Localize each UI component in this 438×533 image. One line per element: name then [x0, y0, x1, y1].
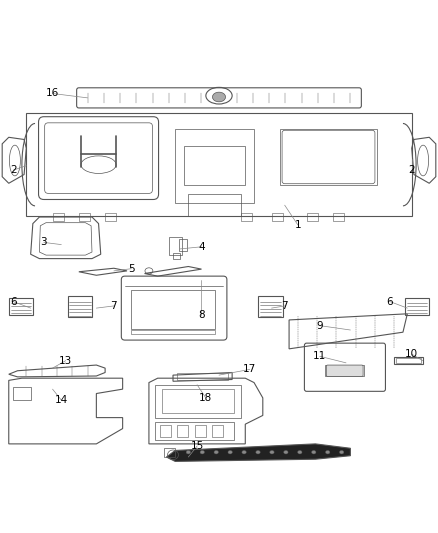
- Bar: [188, 194, 241, 216]
- Bar: [325, 365, 364, 376]
- Polygon shape: [166, 444, 350, 462]
- Ellipse shape: [212, 92, 226, 102]
- Bar: [155, 422, 234, 440]
- Text: 18: 18: [199, 393, 212, 403]
- Text: 1: 1: [294, 220, 301, 230]
- Bar: [173, 253, 180, 259]
- Text: 4: 4: [198, 242, 205, 252]
- Bar: [13, 387, 31, 400]
- Text: 8: 8: [198, 310, 205, 320]
- Bar: [241, 213, 252, 221]
- Ellipse shape: [186, 450, 191, 454]
- Ellipse shape: [256, 450, 260, 454]
- Ellipse shape: [339, 450, 344, 454]
- Text: 3: 3: [40, 237, 47, 247]
- Text: 2: 2: [408, 165, 415, 175]
- Bar: [164, 448, 175, 457]
- Bar: [405, 298, 429, 314]
- Text: 9: 9: [316, 321, 323, 330]
- Bar: [160, 425, 171, 437]
- Bar: [169, 237, 182, 255]
- Text: 5: 5: [128, 264, 135, 273]
- Ellipse shape: [214, 450, 219, 454]
- Bar: [195, 425, 206, 437]
- Bar: [307, 213, 318, 221]
- Text: 2: 2: [10, 165, 17, 175]
- Bar: [177, 425, 188, 437]
- Bar: [131, 330, 215, 334]
- Text: 6: 6: [10, 296, 17, 306]
- Bar: [9, 298, 33, 314]
- Text: 11: 11: [313, 351, 326, 361]
- Bar: [68, 296, 92, 317]
- Text: 6: 6: [386, 296, 393, 306]
- Text: 14: 14: [55, 395, 68, 405]
- Bar: [175, 128, 254, 203]
- Text: 17: 17: [243, 365, 256, 374]
- Bar: [26, 113, 412, 216]
- Bar: [258, 296, 283, 317]
- FancyBboxPatch shape: [326, 365, 363, 376]
- Ellipse shape: [270, 450, 274, 454]
- Bar: [280, 128, 377, 185]
- Bar: [394, 357, 423, 364]
- Ellipse shape: [311, 450, 316, 454]
- Bar: [131, 290, 215, 329]
- Text: 16: 16: [46, 88, 59, 99]
- Bar: [396, 359, 421, 363]
- Bar: [162, 389, 234, 413]
- Ellipse shape: [298, 450, 302, 454]
- Ellipse shape: [284, 450, 288, 454]
- Bar: [272, 213, 283, 221]
- Text: 13: 13: [59, 356, 72, 366]
- Bar: [212, 425, 223, 437]
- Bar: [79, 213, 90, 221]
- Bar: [333, 213, 344, 221]
- Bar: [53, 213, 64, 221]
- Bar: [184, 146, 245, 185]
- Ellipse shape: [200, 450, 205, 454]
- Bar: [105, 213, 116, 221]
- Text: 15: 15: [191, 441, 204, 451]
- Text: 7: 7: [110, 301, 117, 311]
- Text: 10: 10: [405, 349, 418, 359]
- Ellipse shape: [242, 450, 246, 454]
- Text: 7: 7: [281, 301, 288, 311]
- Bar: [177, 374, 228, 381]
- Ellipse shape: [325, 450, 330, 454]
- Ellipse shape: [228, 450, 232, 454]
- Bar: [155, 385, 241, 418]
- Bar: [179, 239, 187, 251]
